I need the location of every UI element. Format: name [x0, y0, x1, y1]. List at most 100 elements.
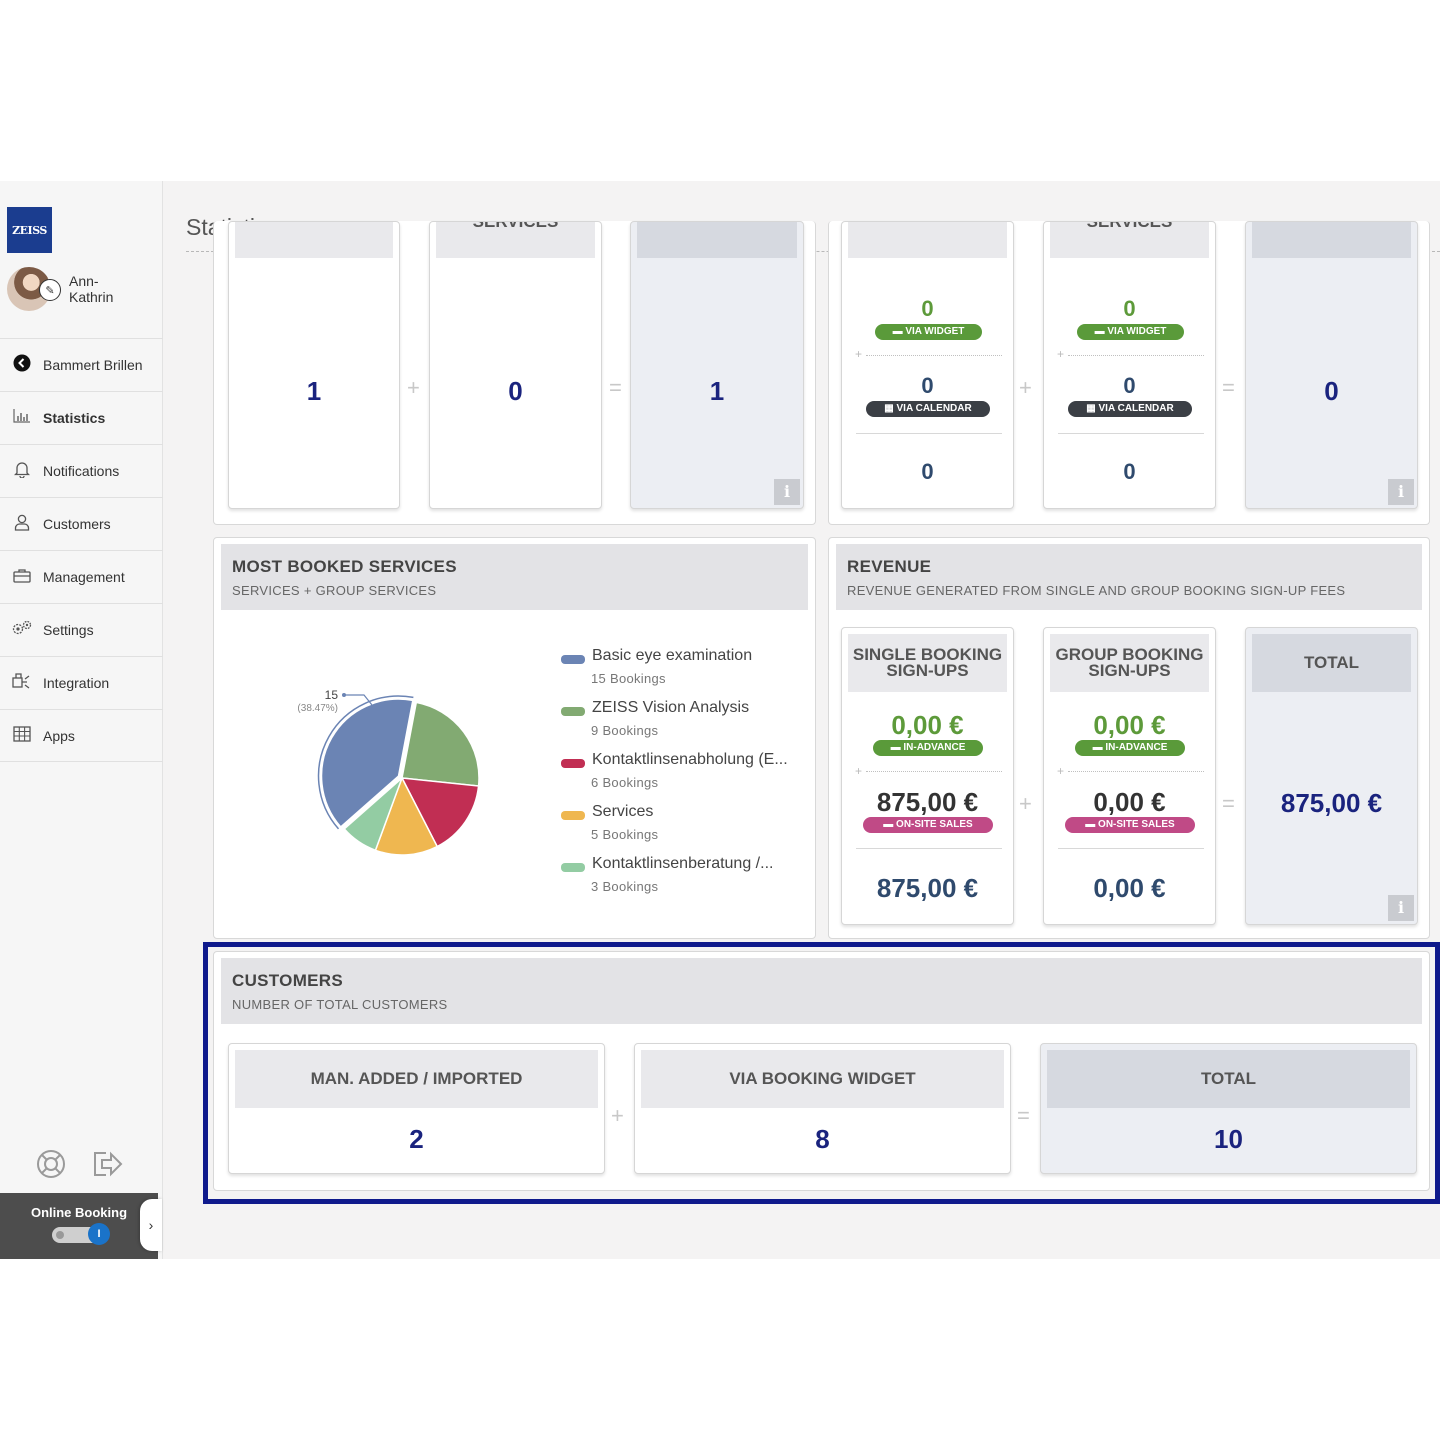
equals-operator: =: [1017, 1103, 1030, 1128]
sidebar-item-customers[interactable]: Customers: [0, 497, 163, 550]
sidebar-item-integration[interactable]: Integration: [0, 656, 163, 709]
plus-operator: +: [1019, 375, 1032, 400]
online-booking-label: Online Booking: [30, 1205, 128, 1220]
chevron-right-icon[interactable]: ›: [140, 1199, 162, 1251]
widget-customers-card: VIA BOOKING WIDGET 8: [634, 1043, 1011, 1174]
total-signups-card: 0 i: [1245, 221, 1418, 509]
legend-swatch: [561, 759, 585, 768]
panel-subtitle: NUMBER OF TOTAL CUSTOMERS: [232, 997, 448, 1012]
panel-title: MOST BOOKED SERVICES: [232, 557, 457, 576]
group-signups-card: SERVICES 0 ▬ VIA WIDGET + 0 ▦ VIA CALEND…: [1043, 221, 1216, 509]
online-booking-toggle[interactable]: I: [52, 1223, 110, 1245]
single-sum-value: 875,00 €: [876, 873, 979, 903]
group-sum-value: 0,00 €: [1093, 873, 1166, 903]
tag-label: ON-SITE SALES: [896, 819, 973, 830]
pie-slice-1[interactable]: [320, 698, 414, 829]
info-icon[interactable]: i: [1388, 479, 1414, 505]
pie-slice-4[interactable]: [374, 776, 439, 856]
via-widget-tag: ▬ VIA WIDGET: [1077, 324, 1184, 340]
logout-icon[interactable]: [92, 1149, 124, 1186]
in-advance-tag: ▬ IN-ADVANCE: [873, 740, 983, 756]
card-header: [1252, 222, 1411, 258]
sidebar-item-label: Bammert Brillen: [43, 357, 143, 373]
customers-panel: CUSTOMERS NUMBER OF TOTAL CUSTOMERS MAN.…: [213, 951, 1430, 1191]
online-booking-panel: Online Booking I: [0, 1193, 158, 1259]
sidebar-item-management[interactable]: Management: [0, 550, 163, 603]
group-calendar-value: 0: [1123, 373, 1136, 398]
sidebar-item-statistics[interactable]: Statistics: [0, 391, 163, 444]
group-advance-value: 0,00 €: [1093, 710, 1166, 740]
single-sum-value: 0: [921, 459, 934, 484]
card-header: [235, 222, 393, 258]
plus-operator: +: [407, 375, 420, 400]
info-icon[interactable]: i: [774, 479, 800, 505]
divider: [856, 433, 1002, 434]
edit-pencil-icon[interactable]: ✎: [39, 279, 61, 301]
legend-item[interactable]: Basic eye examination 15 Bookings: [561, 645, 811, 697]
user-name: Ann- Kathrin: [69, 273, 114, 305]
single-onsite-value: 875,00 €: [876, 787, 979, 817]
group-bookings-card: SERVICES 0: [429, 221, 602, 509]
divider: [1068, 355, 1204, 356]
legend-item[interactable]: Kontaktlinsenabholung (E... 6 Bookings: [561, 749, 811, 801]
legend-item[interactable]: Services 5 Bookings: [561, 801, 811, 853]
sidebar-item-settings[interactable]: Settings: [0, 603, 163, 656]
back-arrow-icon: [11, 354, 33, 376]
card-header: [848, 222, 1007, 258]
legend-swatch: [561, 811, 585, 820]
pie-slice-3[interactable]: [400, 777, 480, 848]
help-lifebuoy-icon[interactable]: [36, 1149, 66, 1186]
widget-icon: ▬: [1094, 326, 1108, 337]
single-revenue-card: SINGLE BOOKING SIGN-UPS 0,00 € ▬ IN-ADVA…: [841, 627, 1014, 925]
panel-title: CUSTOMERS: [232, 971, 344, 990]
card-header: [637, 222, 797, 258]
revenue-panel: REVENUE REVENUE GENERATED FROM SINGLE AN…: [828, 537, 1430, 939]
tag-label: VIA CALENDAR: [896, 403, 972, 414]
legend-label: Services: [592, 803, 654, 820]
bookings-panel: 1 + SERVICES 0 = 1 i: [213, 221, 816, 525]
legend-swatch: [561, 707, 585, 716]
most-booked-services-panel: MOST BOOKED SERVICES SERVICES + GROUP SE…: [213, 537, 816, 939]
card-header: VIA BOOKING WIDGET: [641, 1050, 1004, 1108]
zeiss-logo[interactable]: ZEISS: [7, 207, 52, 253]
sidebar-item-notifications[interactable]: Notifications: [0, 444, 163, 497]
legend-item[interactable]: Kontaktlinsenberatung /... 3 Bookings: [561, 853, 811, 905]
divider: [1068, 771, 1204, 772]
calendar-icon: ▦: [884, 403, 897, 414]
card-header-label: SERVICES: [473, 222, 559, 230]
total-bookings-card: 1 i: [630, 221, 804, 509]
in-advance-tag: ▬ IN-ADVANCE: [1075, 740, 1185, 756]
pie-slice-5[interactable]: [343, 777, 403, 852]
group-revenue-card: GROUP BOOKING SIGN-UPS 0,00 € ▬ IN-ADVAN…: [1043, 627, 1216, 925]
slice-hover-ring: [317, 695, 414, 830]
sidebar: ZEISS ✎ Ann- Kathrin Bammert Brillen Sta…: [0, 181, 163, 1259]
legend-item[interactable]: ZEISS Vision Analysis 9 Bookings: [561, 697, 811, 749]
legend-count: 9 Bookings: [591, 723, 659, 738]
legend-swatch: [561, 655, 585, 664]
user-profile[interactable]: ✎ Ann- Kathrin: [7, 267, 157, 313]
plug-icon: [11, 673, 33, 693]
info-icon[interactable]: i: [1388, 895, 1414, 921]
plus-operator: +: [611, 1103, 624, 1128]
toggle-knob[interactable]: I: [88, 1223, 110, 1245]
sidebar-item-apps[interactable]: Apps: [0, 709, 163, 762]
single-signups-card: 0 ▬ VIA WIDGET + 0 ▦ VIA CALENDAR 0: [841, 221, 1014, 509]
pie-slice-2[interactable]: [401, 701, 480, 787]
total-customers-card: TOTAL 10: [1040, 1043, 1417, 1174]
legend-label: Kontaktlinsenabholung (E...: [592, 751, 788, 768]
via-calendar-tag: ▦ VIA CALENDAR: [1068, 401, 1192, 417]
app-window: ZEISS ✎ Ann- Kathrin Bammert Brillen Sta…: [0, 181, 1440, 1259]
single-advance-value: 0,00 €: [891, 710, 964, 740]
callout-value: 15: [325, 688, 339, 702]
sidebar-item-bammert-brillen[interactable]: Bammert Brillen: [0, 338, 163, 391]
plus-operator: +: [1057, 347, 1065, 361]
group-bookings-value: 0: [508, 376, 523, 406]
callout-line: [344, 694, 373, 706]
briefcase-icon: [11, 568, 33, 587]
equals-operator: =: [1222, 791, 1235, 816]
bar-chart-icon: [11, 409, 33, 427]
widget-icon: ▬: [892, 326, 906, 337]
panel-header: REVENUE REVENUE GENERATED FROM SINGLE AN…: [836, 544, 1422, 610]
legend-count: 3 Bookings: [591, 879, 659, 894]
tag-label: IN-ADVANCE: [903, 742, 966, 753]
